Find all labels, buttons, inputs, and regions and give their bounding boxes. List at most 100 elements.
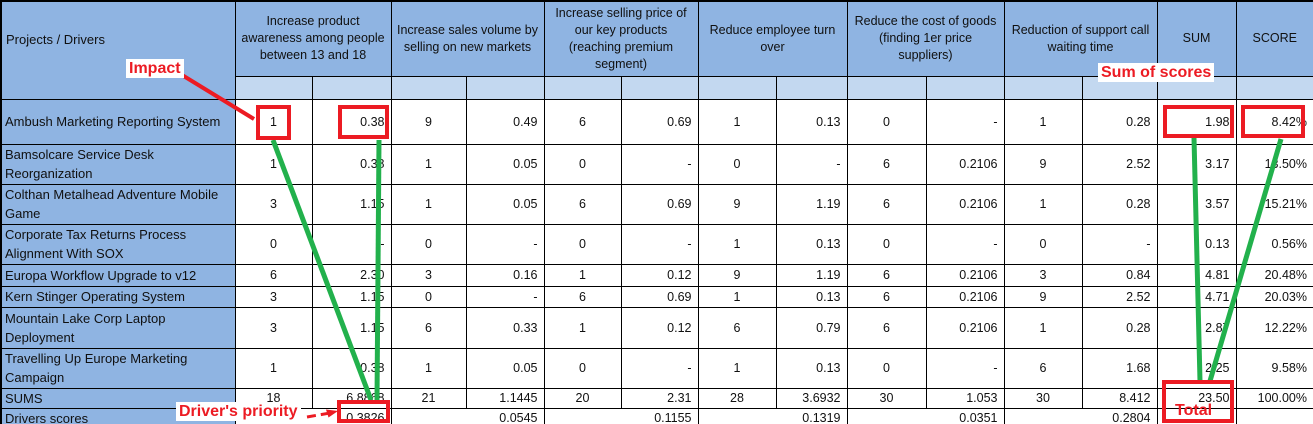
weighted-score-cell[interactable]: 0.2106 <box>925 263 1005 287</box>
subheader-cell[interactable] <box>697 75 777 100</box>
impact-cell[interactable]: 1 <box>543 306 622 349</box>
impact-cell[interactable]: 1 <box>234 98 313 145</box>
impact-cell[interactable]: 6 <box>846 183 927 225</box>
weighted-score-cell[interactable]: 0.38 <box>311 143 392 185</box>
impact-cell[interactable]: 1 <box>1003 306 1083 349</box>
impact-cell[interactable]: 6 <box>846 263 927 287</box>
subheader-cell[interactable] <box>1235 75 1313 100</box>
weighted-sum-cell[interactable]: 6.8868 <box>311 387 392 409</box>
driver-priority-cell[interactable]: 0.2804 <box>1003 407 1158 424</box>
weighted-score-cell[interactable]: - <box>925 347 1005 389</box>
weighted-score-cell[interactable]: - <box>925 223 1005 265</box>
weighted-score-cell[interactable]: 1.19 <box>775 263 848 287</box>
impact-cell[interactable]: 3 <box>234 285 313 308</box>
subheader-cell[interactable] <box>1003 75 1083 100</box>
empty-cell[interactable] <box>1235 407 1313 424</box>
impact-cell[interactable]: 1 <box>390 347 467 389</box>
weighted-score-cell[interactable]: 1.15 <box>311 183 392 225</box>
driver-priority-cell[interactable]: 0.0545 <box>390 407 545 424</box>
weighted-sum-cell[interactable]: 2.31 <box>620 387 699 409</box>
weighted-score-cell[interactable]: - <box>1081 223 1158 265</box>
weighted-score-cell[interactable]: - <box>465 223 545 265</box>
weighted-score-cell[interactable]: 0.2106 <box>925 306 1005 349</box>
weighted-score-cell[interactable]: 0.12 <box>620 306 699 349</box>
impact-cell[interactable]: 0 <box>846 347 927 389</box>
impact-cell[interactable]: 3 <box>390 263 467 287</box>
impact-cell[interactable]: 6 <box>543 285 622 308</box>
subheader-cell[interactable] <box>465 75 545 100</box>
score-total-cell[interactable]: 100.00% <box>1235 387 1313 409</box>
impact-cell[interactable]: 6 <box>697 306 777 349</box>
corner-header-cell[interactable]: Projects / Drivers <box>0 0 236 100</box>
weighted-score-cell[interactable]: 0.13 <box>775 285 848 308</box>
sum-cell[interactable]: 3.17 <box>1156 143 1237 185</box>
weighted-score-cell[interactable]: 0.79 <box>775 306 848 349</box>
weighted-score-cell[interactable]: 0.2106 <box>925 143 1005 185</box>
score-header-cell[interactable]: SCORE <box>1235 0 1313 77</box>
weighted-score-cell[interactable]: 2.30 <box>311 263 392 287</box>
impact-cell[interactable]: 9 <box>390 98 467 145</box>
impact-sum-cell[interactable]: 30 <box>846 387 927 409</box>
weighted-sum-cell[interactable]: 1.1445 <box>465 387 545 409</box>
weighted-score-cell[interactable]: 0.13 <box>775 347 848 389</box>
impact-cell[interactable]: 6 <box>543 98 622 145</box>
impact-cell[interactable]: 1 <box>234 347 313 389</box>
impact-cell[interactable]: 1 <box>390 183 467 225</box>
driver-header-awareness[interactable]: Increase product awareness among people … <box>234 0 392 77</box>
impact-cell[interactable]: 9 <box>1003 143 1083 185</box>
weighted-score-cell[interactable]: 0.69 <box>620 98 699 145</box>
impact-cell[interactable]: 9 <box>697 183 777 225</box>
score-cell[interactable]: 20.48% <box>1235 263 1313 287</box>
weighted-score-cell[interactable]: 0.2106 <box>925 285 1005 308</box>
score-cell[interactable]: 20.03% <box>1235 285 1313 308</box>
weighted-score-cell[interactable]: 0.69 <box>620 183 699 225</box>
sum-cell[interactable]: 1.98 <box>1156 98 1237 145</box>
sum-cell[interactable]: 2.25 <box>1156 347 1237 389</box>
weighted-score-cell[interactable]: - <box>925 98 1005 145</box>
driver-priority-cell[interactable]: 0.0351 <box>846 407 1005 424</box>
impact-cell[interactable]: 3 <box>234 183 313 225</box>
score-cell[interactable]: 15.21% <box>1235 183 1313 225</box>
weighted-score-cell[interactable]: 0.05 <box>465 347 545 389</box>
weighted-score-cell[interactable]: 0.84 <box>1081 263 1158 287</box>
impact-cell[interactable]: 6 <box>846 143 927 185</box>
weighted-score-cell[interactable]: - <box>775 143 848 185</box>
impact-cell[interactable]: 1 <box>697 285 777 308</box>
impact-cell[interactable]: 0 <box>543 223 622 265</box>
weighted-score-cell[interactable]: - <box>465 285 545 308</box>
weighted-score-cell[interactable]: 0.16 <box>465 263 545 287</box>
subheader-cell[interactable] <box>620 75 699 100</box>
project-name-cell[interactable]: Europa Workflow Upgrade to v12 <box>0 263 236 287</box>
impact-sum-cell[interactable]: 20 <box>543 387 622 409</box>
impact-cell[interactable]: 1 <box>697 98 777 145</box>
project-name-cell[interactable]: Colthan Metalhead Adventure Mobile Game <box>0 183 236 225</box>
impact-cell[interactable]: 0 <box>543 347 622 389</box>
impact-cell[interactable]: 1 <box>1003 98 1083 145</box>
weighted-sum-cell[interactable]: 1.053 <box>925 387 1005 409</box>
impact-cell[interactable]: 1 <box>1003 183 1083 225</box>
impact-cell[interactable]: 0 <box>846 223 927 265</box>
sum-cell[interactable]: 0.13 <box>1156 223 1237 265</box>
impact-cell[interactable]: 0 <box>543 143 622 185</box>
project-name-cell[interactable]: Mountain Lake Corp Laptop Deployment <box>0 306 236 349</box>
subheader-cell[interactable] <box>775 75 848 100</box>
impact-sum-cell[interactable]: 28 <box>697 387 777 409</box>
score-cell[interactable]: 0.56% <box>1235 223 1313 265</box>
subheader-cell[interactable] <box>311 75 392 100</box>
driver-header-sales-volume[interactable]: Increase sales volume by selling on new … <box>390 0 545 77</box>
score-cell[interactable]: 12.22% <box>1235 306 1313 349</box>
score-cell[interactable]: 13.50% <box>1235 143 1313 185</box>
project-name-cell[interactable]: Ambush Marketing Reporting System <box>0 98 236 145</box>
driver-header-selling-price[interactable]: Increase selling price of our key produc… <box>543 0 699 77</box>
impact-cell[interactable]: 0 <box>1003 223 1083 265</box>
weighted-score-cell[interactable]: 0.2106 <box>925 183 1005 225</box>
weighted-score-cell[interactable]: - <box>620 347 699 389</box>
subheader-cell[interactable] <box>925 75 1005 100</box>
sum-cell[interactable]: 2.87 <box>1156 306 1237 349</box>
impact-cell[interactable]: 1 <box>697 223 777 265</box>
impact-cell[interactable]: 6 <box>846 306 927 349</box>
weighted-score-cell[interactable]: 1.19 <box>775 183 848 225</box>
weighted-score-cell[interactable]: - <box>620 143 699 185</box>
project-name-cell[interactable]: Bamsolcare Service Desk Reorganization <box>0 143 236 185</box>
impact-cell[interactable]: 0 <box>234 223 313 265</box>
